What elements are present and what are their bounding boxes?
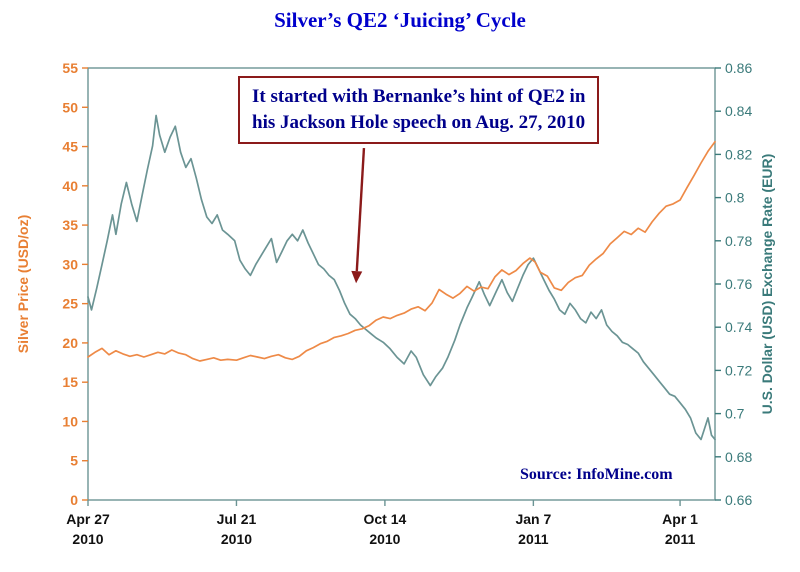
- right-axis-tick-label: 0.7: [725, 406, 745, 422]
- left-axis-tick-label: 5: [70, 453, 78, 469]
- x-axis-tick-label-year: 2010: [72, 531, 103, 547]
- right-axis-tick-label: 0.86: [725, 60, 752, 76]
- x-axis-tick-label-date: Jul 21: [217, 511, 257, 527]
- x-axis-tick-label-date: Apr 27: [66, 511, 110, 527]
- right-axis-tick-label: 0.68: [725, 449, 752, 465]
- left-axis-tick-label: 45: [62, 139, 78, 155]
- right-axis-tick-label: 0.82: [725, 146, 752, 162]
- right-axis-tick-label: 0.8: [725, 190, 745, 206]
- usd-exchange-line: [87, 114, 716, 441]
- left-axis-tick-label: 0: [70, 492, 78, 508]
- right-axis-tick-label: 0.84: [725, 103, 752, 119]
- annotation-line-1: It started with Bernanke’s hint of QE2 i…: [252, 86, 586, 107]
- chart-title: Silver’s QE2 ‘Juicing’ Cycle: [274, 8, 526, 32]
- left-axis-tick-label: 10: [62, 413, 78, 429]
- annotation-arrow-head: [351, 270, 363, 284]
- right-axis-tick-label: 0.72: [725, 362, 752, 378]
- x-axis-tick-label-date: Apr 1: [662, 511, 698, 527]
- left-axis-tick-label: 55: [62, 60, 78, 76]
- left-axis-title: Silver Price (USD/oz): [15, 215, 31, 354]
- left-axis-tick-label: 40: [62, 178, 78, 194]
- left-axis-tick-label: 35: [62, 217, 78, 233]
- right-axis-title: U.S. Dollar (USD) Exchange Rate (EUR): [759, 154, 775, 415]
- left-axis-tick-label: 20: [62, 335, 78, 351]
- left-axis-tick-label: 50: [62, 99, 78, 115]
- x-axis-tick-label-year: 2011: [665, 531, 696, 547]
- right-axis-tick-label: 0.66: [725, 492, 752, 508]
- left-axis-tick-label: 25: [62, 296, 78, 312]
- x-axis-tick-label-year: 2011: [518, 531, 549, 547]
- x-axis-tick-label-date: Oct 14: [364, 511, 407, 527]
- silver-price-line: [87, 140, 716, 362]
- x-axis-tick-label-date: Jan 7: [515, 511, 551, 527]
- annotation-arrow-shaft: [355, 148, 366, 272]
- right-axis-tick-label: 0.74: [725, 319, 752, 335]
- annotation-line-2: his Jackson Hole speech on Aug. 27, 2010: [252, 111, 586, 133]
- right-axis-tick-label: 0.76: [725, 276, 752, 292]
- source-note: Source: InfoMine.com: [520, 466, 673, 483]
- x-axis-tick-label-year: 2010: [221, 531, 252, 547]
- left-axis-tick-label: 15: [62, 374, 78, 390]
- right-axis-tick-label: 0.78: [725, 233, 752, 249]
- x-axis-tick-label-year: 2010: [369, 531, 400, 547]
- annotation-box: It started with Bernanke’s hint of QE2 i…: [238, 76, 600, 145]
- left-axis-tick-label: 30: [62, 256, 78, 272]
